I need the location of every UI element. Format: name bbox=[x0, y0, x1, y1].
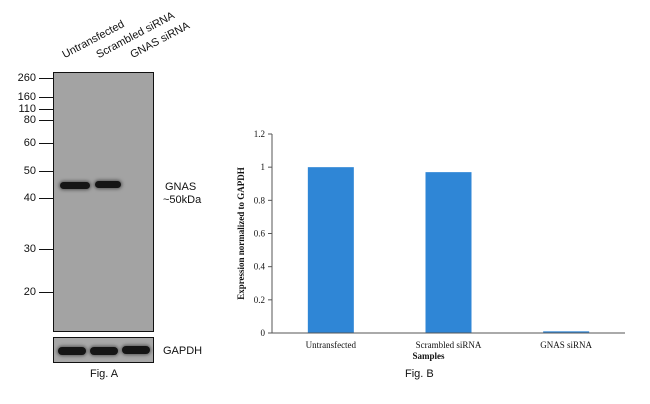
bar-series bbox=[307, 167, 590, 333]
marker-20: 20 bbox=[23, 286, 36, 298]
y-tick-label: 0 bbox=[261, 328, 266, 338]
blot-membrane-gapdh bbox=[53, 337, 154, 363]
gnas-band-untransfected bbox=[60, 182, 90, 189]
x-tick-label: Scrambled siRNA bbox=[416, 340, 482, 350]
bar-scrambled-sirna bbox=[425, 172, 472, 333]
y-tick-label: 1 bbox=[261, 162, 266, 172]
marker-tick bbox=[39, 97, 53, 98]
y-tick-label: 0.2 bbox=[254, 295, 265, 305]
marker-tick bbox=[39, 109, 53, 110]
x-axis-ticks: Untransfected Scrambled siRNA GNAS siRNA bbox=[306, 340, 593, 350]
bar-untransfected bbox=[307, 167, 354, 333]
marker-tick bbox=[39, 249, 53, 250]
marker-tick bbox=[39, 120, 53, 121]
bar-gnas-sirna bbox=[543, 331, 590, 333]
marker-tick bbox=[39, 292, 53, 293]
marker-40: 40 bbox=[23, 192, 36, 204]
marker-tick bbox=[39, 198, 53, 199]
bar-chart: 0 0.2 0.4 0.6 0.8 1 1.2 Untransfected Scrambled… bbox=[236, 129, 625, 361]
y-tick-label: 0.8 bbox=[254, 195, 266, 205]
y-tick-label: 0.6 bbox=[254, 229, 266, 239]
marker-80: 80 bbox=[23, 114, 36, 126]
gapdh-band-untransfected bbox=[58, 347, 86, 355]
gapdh-band-gnas-sirna bbox=[122, 346, 150, 354]
y-axis-label: Expression normalized to GAPDH bbox=[236, 167, 246, 300]
y-tick-label: 1.2 bbox=[254, 129, 265, 139]
loading-control-label: GAPDH bbox=[163, 345, 203, 357]
marker-160: 160 bbox=[17, 91, 36, 103]
marker-tick bbox=[39, 78, 53, 79]
blot-membrane-gnas bbox=[53, 72, 154, 332]
gapdh-band-scrambled-sirna bbox=[90, 347, 118, 355]
x-tick-label: GNAS siRNA bbox=[540, 340, 592, 350]
target-size-label: ~50kDa bbox=[163, 194, 202, 206]
x-axis-label: Samples bbox=[412, 351, 445, 361]
target-protein-label: GNAS bbox=[165, 181, 197, 193]
marker-tick bbox=[39, 171, 53, 172]
marker-110: 110 bbox=[18, 103, 36, 115]
y-axis-ticks: 0 0.2 0.4 0.6 0.8 1 1.2 bbox=[254, 129, 272, 338]
marker-50: 50 bbox=[23, 165, 36, 177]
marker-30: 30 bbox=[23, 243, 36, 255]
marker-60: 60 bbox=[23, 137, 36, 149]
marker-tick bbox=[39, 143, 53, 144]
marker-260: 260 bbox=[17, 72, 36, 84]
western-blot-panel: Untransfected Scrambled siRNA GNAS siRNA… bbox=[0, 0, 240, 404]
fig-a-caption: Fig. A bbox=[90, 368, 119, 380]
fig-b-caption: Fig. B bbox=[405, 368, 434, 380]
y-tick-label: 0.4 bbox=[254, 262, 266, 272]
gnas-band-scrambled-sirna bbox=[95, 181, 121, 188]
x-tick-label: Untransfected bbox=[306, 340, 357, 350]
